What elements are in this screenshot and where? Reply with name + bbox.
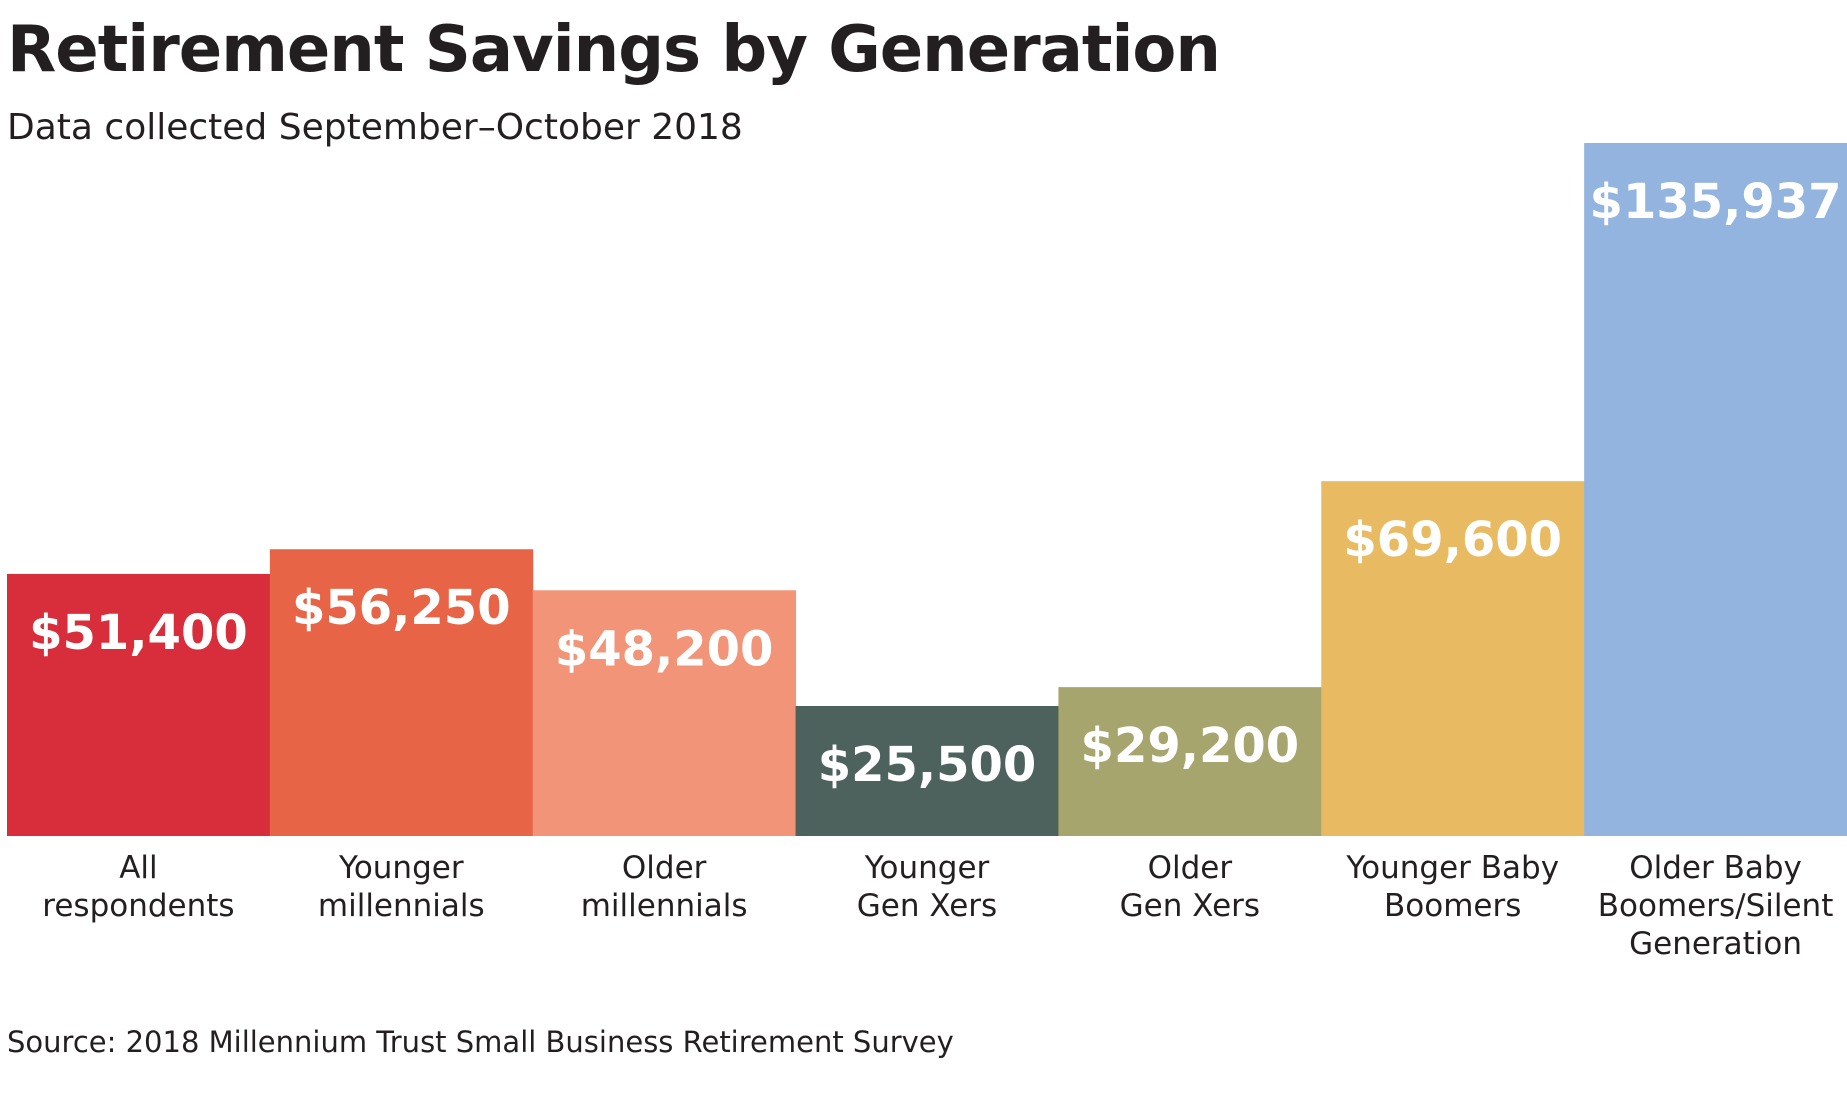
category-label-younger-gen-xers-line-1: Younger (864, 850, 990, 886)
value-label-all-respondents: $51,400 (29, 605, 248, 661)
category-label-older-baby-boomers-silent-generation-line-2: Boomers/Silent (1598, 888, 1834, 924)
bar-older-millennials (532, 590, 797, 836)
value-label-older-gen-xers: $29,200 (1081, 718, 1300, 774)
category-label-older-millennials-line-1: Older (622, 850, 707, 886)
chart-subtitle: Data collected September–October 2018 (7, 107, 743, 148)
chart-title: Retirement Savings by Generation (7, 13, 1221, 87)
value-label-younger-gen-xers: $25,500 (818, 737, 1037, 793)
bar-younger-baby-boomers (1321, 481, 1585, 836)
value-label-older-baby-boomers-silent-generation: $135,937 (1590, 174, 1842, 230)
category-label-older-millennials-line-2: millennials (581, 888, 748, 924)
category-label-younger-millennials-line-2: millennials (318, 888, 485, 924)
value-label-younger-millennials: $56,250 (292, 580, 511, 636)
category-label-older-gen-xers-line-1: Older (1148, 850, 1233, 886)
category-label-younger-baby-boomers-line-1: Younger Baby (1345, 850, 1559, 886)
bar-older-gen-xers (1058, 687, 1322, 836)
category-label-older-gen-xers-line-2: Gen Xers (1120, 888, 1260, 924)
chart-source: Source: 2018 Millennium Trust Small Busi… (7, 1025, 954, 1059)
category-label-younger-millennials-line-1: Younger (338, 850, 464, 886)
bar-younger-millennials (269, 549, 534, 836)
bar-all-respondents (7, 573, 271, 836)
value-label-older-millennials: $48,200 (555, 621, 774, 677)
value-label-younger-baby-boomers: $69,600 (1343, 512, 1562, 568)
category-label-older-baby-boomers-silent-generation-line-3: Generation (1629, 926, 1802, 962)
bar-older-baby-boomers-silent-generation (1584, 143, 1847, 836)
category-label-younger-baby-boomers-line-2: Boomers (1384, 888, 1521, 924)
bar-younger-gen-xers (795, 706, 1059, 836)
category-label-all-respondents-line-1: All (119, 850, 157, 886)
category-label-older-baby-boomers-silent-generation-line-1: Older Baby (1629, 850, 1802, 886)
category-label-all-respondents-line-2: respondents (42, 888, 234, 924)
category-label-younger-gen-xers-line-2: Gen Xers (857, 888, 997, 924)
